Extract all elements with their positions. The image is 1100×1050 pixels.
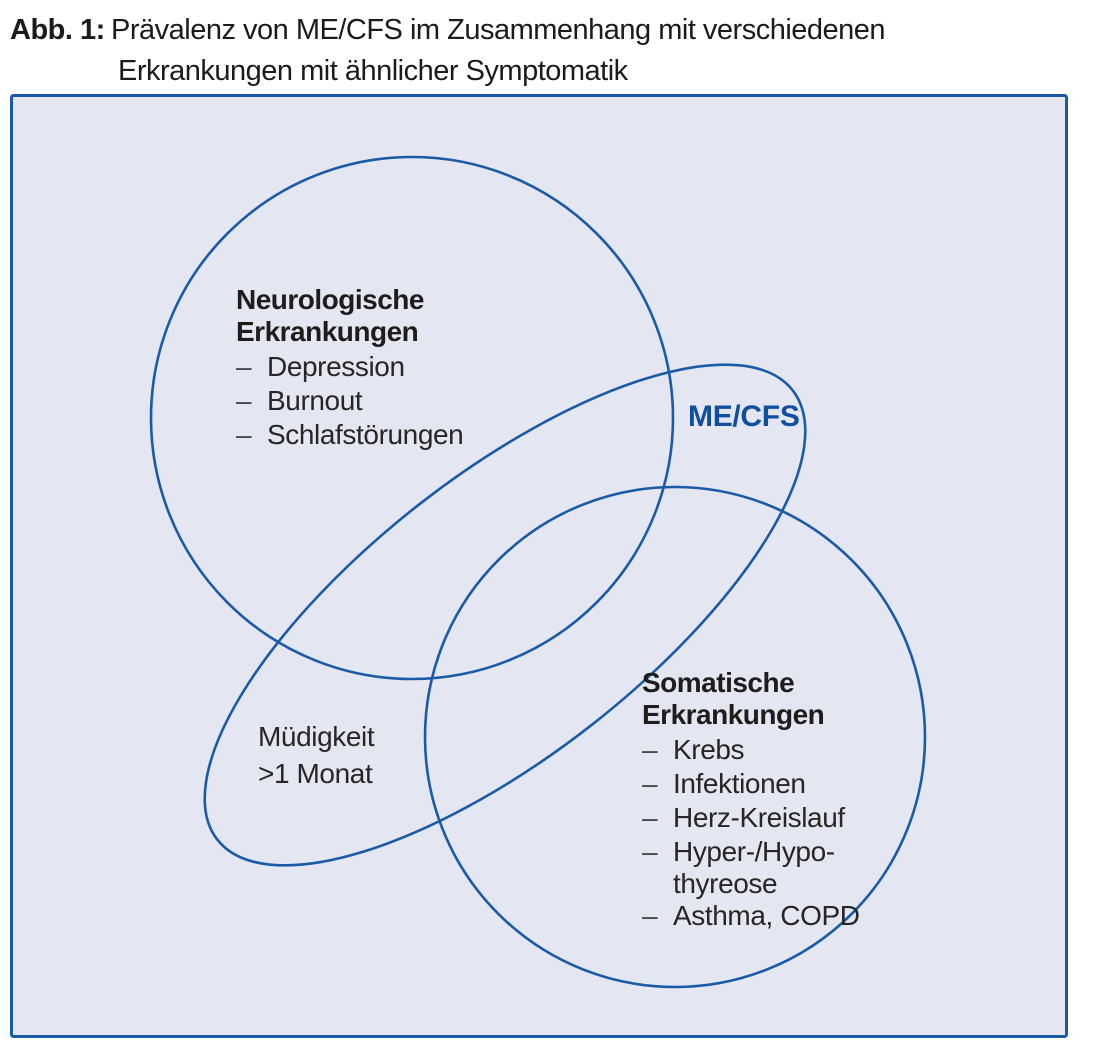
list-item-label: Depression xyxy=(267,351,405,382)
figure-label: Abb. 1: xyxy=(10,14,105,46)
neuro-set-block: Neurologische Erkrankungen – Depression … xyxy=(236,284,464,452)
list-item: – Hyper-/Hypo- xyxy=(642,835,860,869)
figure-caption: Abb. 1: Prävalenz von ME/CFS im Zusammen… xyxy=(10,10,1090,94)
list-item-label: Herz-Kreislauf xyxy=(673,802,845,833)
diagram-panel xyxy=(10,94,1068,1038)
mecfs-set-label: ME/CFS xyxy=(688,400,800,433)
list-item-label: thyreose xyxy=(673,868,778,899)
somatic-set-block: Somatische Erkrankungen – Krebs – Infekt… xyxy=(642,667,860,933)
somatic-heading-line1: Somatische xyxy=(642,667,795,698)
dash-bullet: – xyxy=(642,836,658,867)
list-item: – Asthma, COPD xyxy=(642,899,860,933)
neuro-set-heading: Neurologische Erkrankungen xyxy=(236,284,463,348)
mecfs-note-line1: Müdigkeit xyxy=(258,721,375,752)
somatic-circle xyxy=(423,485,927,989)
list-item-label: Hyper-/Hypo- xyxy=(673,836,835,867)
list-item-label: Infektionen xyxy=(673,768,806,799)
mecfs-ellipse xyxy=(203,363,807,867)
dash-bullet: – xyxy=(236,351,252,382)
figure-title-line1: Prävalenz von ME/CFS im Zusammenhang mit… xyxy=(111,14,886,46)
dash-bullet: – xyxy=(642,802,658,833)
dash-bullet: – xyxy=(236,385,252,416)
list-item: – Herz-Kreislauf xyxy=(642,801,860,835)
figure-title-line2: Erkrankungen mit ähnlicher Symptomatik xyxy=(118,55,628,87)
mecfs-note: Müdigkeit >1 Monat xyxy=(258,718,375,792)
list-item-label: Burnout xyxy=(267,385,363,416)
mecfs-note-line2: >1 Monat xyxy=(258,758,373,789)
list-item-continuation: thyreose xyxy=(642,869,860,899)
list-item: – Burnout xyxy=(236,384,463,418)
list-item-label: Asthma, COPD xyxy=(673,900,860,931)
dash-bullet: – xyxy=(642,900,658,931)
somatic-item-list: – Krebs – Infektionen – Herz-Kreislauf –… xyxy=(642,733,860,933)
neuro-heading-line1: Neurologische xyxy=(236,284,424,315)
neuro-item-list: – Depression – Burnout – Schlafstörungen xyxy=(236,350,464,452)
list-item: – Infektionen xyxy=(642,767,860,801)
dash-bullet: – xyxy=(642,768,658,799)
list-item: – Krebs xyxy=(642,733,860,767)
list-item: – Schlafstörungen xyxy=(236,418,464,452)
dash-bullet: – xyxy=(642,734,658,765)
somatic-heading-line2: Erkrankungen xyxy=(642,699,825,730)
neuro-circle xyxy=(149,155,675,681)
list-item-label: Krebs xyxy=(673,734,745,765)
neuro-heading-line2: Erkrankungen xyxy=(236,316,419,347)
list-item: – Depression xyxy=(236,350,463,384)
somatic-set-heading: Somatische Erkrankungen xyxy=(642,667,860,731)
dash-bullet: – xyxy=(236,419,252,450)
list-item-label: Schlafstörungen xyxy=(267,419,464,450)
